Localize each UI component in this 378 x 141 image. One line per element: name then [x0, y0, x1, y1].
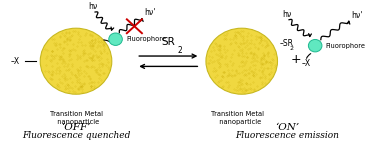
- Ellipse shape: [308, 39, 322, 52]
- Text: 2: 2: [290, 46, 294, 51]
- Text: hν': hν': [144, 8, 155, 17]
- Text: Transition Metal
  nanoparticle: Transition Metal nanoparticle: [211, 111, 265, 125]
- Text: Fluorophore: Fluorophore: [126, 36, 166, 42]
- Ellipse shape: [40, 28, 112, 94]
- Text: hν: hν: [282, 9, 291, 18]
- Text: 2: 2: [177, 46, 182, 55]
- Text: hν: hν: [88, 2, 98, 11]
- Text: hν': hν': [351, 11, 363, 20]
- Text: ‘ON’: ‘ON’: [275, 123, 299, 132]
- Text: Fluorophore: Fluorophore: [326, 43, 366, 49]
- Ellipse shape: [206, 28, 277, 94]
- Text: Fluorescence emission: Fluorescence emission: [235, 131, 339, 140]
- Text: –X: –X: [11, 57, 20, 66]
- Text: SR: SR: [161, 37, 175, 47]
- Text: Fluorescence quenched: Fluorescence quenched: [22, 131, 130, 140]
- Text: ‘OFF’: ‘OFF’: [61, 123, 91, 132]
- Ellipse shape: [109, 33, 122, 45]
- Text: +: +: [291, 53, 302, 66]
- Text: Transition Metal
  nanoparticle: Transition Metal nanoparticle: [50, 111, 102, 125]
- Text: –SR: –SR: [279, 38, 293, 48]
- Text: –X: –X: [301, 59, 310, 68]
